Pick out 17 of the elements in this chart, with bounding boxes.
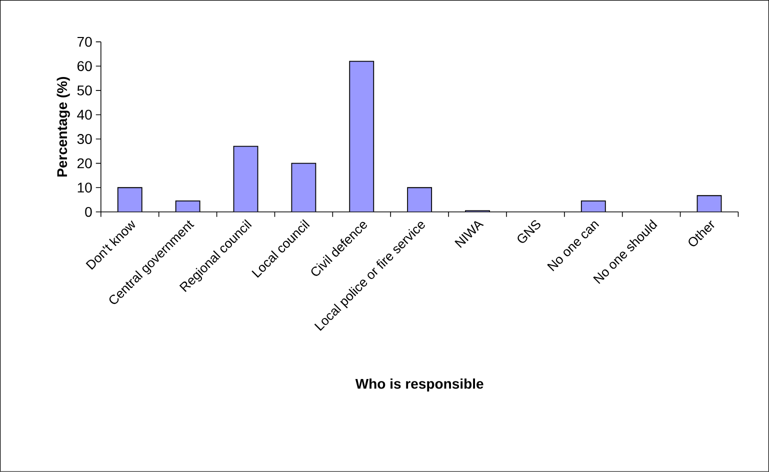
bar xyxy=(349,60,374,212)
x-axis-title: Who is responsible xyxy=(355,378,484,392)
bar xyxy=(407,187,432,212)
y-tick-label: 30 xyxy=(77,134,92,144)
bar xyxy=(291,162,316,212)
y-tick-label: 50 xyxy=(77,86,92,96)
bar xyxy=(233,146,258,212)
y-axis-title: Percentage (%) xyxy=(56,77,70,177)
y-tick-label: 40 xyxy=(77,110,92,120)
y-tick-label: 60 xyxy=(77,61,92,72)
x-tick-label: No one can xyxy=(547,221,600,272)
y-tick-label: 70 xyxy=(78,36,92,47)
bar xyxy=(117,187,142,212)
y-tick-label: 0 xyxy=(85,207,92,217)
bar xyxy=(696,195,722,212)
y-tick-label: 20 xyxy=(77,158,92,168)
y-tick-label: 10 xyxy=(78,182,92,193)
